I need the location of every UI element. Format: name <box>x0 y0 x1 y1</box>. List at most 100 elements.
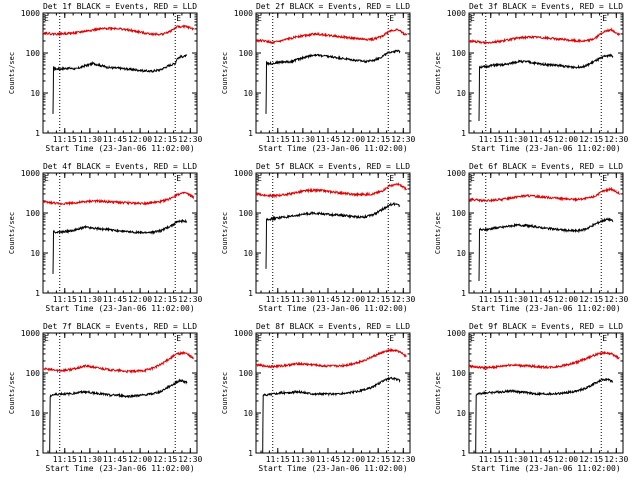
x-tick-label: 11:15 <box>479 135 503 144</box>
x-tick-label: 12:15 <box>153 295 177 304</box>
y-tick-label: 1000 <box>21 9 40 18</box>
x-tick-label: 12:00 <box>341 135 365 144</box>
events-series-line <box>265 201 401 269</box>
x-tick-label: 11:15 <box>53 135 77 144</box>
x-tick-label: 12:00 <box>128 295 152 304</box>
events-series-line <box>52 54 188 114</box>
x-tick-label: 12:15 <box>366 295 390 304</box>
event-marker-label: E <box>257 174 262 183</box>
x-tick-label: 12:30 <box>391 295 415 304</box>
x-tick-label: 12:00 <box>128 135 152 144</box>
event-marker-label: E <box>602 334 607 343</box>
lld-series-line <box>468 186 620 203</box>
chart-panel-7: Det 7f BLACK = Events, RED = LLD 1 10 100 10… <box>8 322 203 473</box>
x-tick-label: 11:45 <box>316 135 340 144</box>
x-tick-label: 11:45 <box>103 455 127 464</box>
x-tick-label: 11:15 <box>479 295 503 304</box>
x-axis-label: Start Time (23-Jan-06 11:02:00) <box>471 304 620 313</box>
x-tick-label: 12:15 <box>366 135 390 144</box>
y-axis-label: Counts/sec <box>221 212 229 254</box>
events-series-line <box>265 49 401 114</box>
y-tick-label: 1 <box>35 449 40 458</box>
chart-panel-8: Det 8f BLACK = Events, RED = LLD 1 10 100 10… <box>221 322 416 473</box>
panel-title: Det 5f BLACK = Events, RED = LLD <box>256 162 410 171</box>
chart-panel-2: Det 2f BLACK = Events, RED = LLD 1 10 100 10… <box>221 2 416 153</box>
lld-series-line <box>42 24 195 37</box>
events-series-line <box>49 378 188 454</box>
y-tick-label: 10 <box>30 89 40 98</box>
lld-series-line <box>255 182 408 199</box>
chart-panel-5: Det 5f BLACK = Events, RED = LLD 1 10 100 10… <box>221 162 416 313</box>
chart-panel-1: Det 1f BLACK = Events, RED = LLD 1 10 100 10… <box>8 2 203 153</box>
event-marker-label: E <box>602 174 607 183</box>
x-axis-label: Start Time (23-Jan-06 11:02:00) <box>45 464 194 473</box>
plot-frame <box>255 172 411 294</box>
y-tick-label: 10 <box>30 409 40 418</box>
plot-frame <box>42 332 198 454</box>
y-axis-label: Counts/sec <box>8 212 16 254</box>
y-tick-label: 1000 <box>21 329 40 338</box>
x-tick-label: 11:45 <box>103 295 127 304</box>
events-series-line <box>52 218 188 274</box>
x-tick-label: 12:15 <box>579 295 603 304</box>
chart-panel-4: Det 4f BLACK = Events, RED = LLD 1 10 100 10… <box>8 162 203 313</box>
x-tick-label: 12:00 <box>554 135 578 144</box>
y-axis-label: Counts/sec <box>221 372 229 414</box>
event-marker-label: E <box>176 174 181 183</box>
x-tick-label: 11:30 <box>291 295 315 304</box>
y-tick-label: 1000 <box>447 169 466 178</box>
x-tick-label: 11:15 <box>266 455 290 464</box>
event-marker-label: E <box>44 14 49 23</box>
y-tick-label: 100 <box>239 369 254 378</box>
x-tick-label: 11:30 <box>504 295 528 304</box>
x-tick-label: 12:30 <box>178 135 202 144</box>
x-axis-label: Start Time (23-Jan-06 11:02:00) <box>258 304 407 313</box>
y-tick-label: 1 <box>461 449 466 458</box>
plot-frame <box>255 12 411 134</box>
panel-title: Det 2f BLACK = Events, RED = LLD <box>256 2 410 11</box>
event-marker-label: E <box>257 14 262 23</box>
y-tick-label: 100 <box>452 49 467 58</box>
x-tick-label: 12:30 <box>178 295 202 304</box>
event-marker-label: E <box>176 334 181 343</box>
x-tick-label: 12:30 <box>604 295 628 304</box>
y-tick-label: 10 <box>243 89 253 98</box>
y-tick-label: 10 <box>456 409 466 418</box>
panel-title: Det 8f BLACK = Events, RED = LLD <box>256 322 410 331</box>
x-tick-label: 12:15 <box>153 455 177 464</box>
y-axis-label: Counts/sec <box>8 372 16 414</box>
x-tick-label: 11:45 <box>103 135 127 144</box>
y-tick-label: 1 <box>461 129 466 138</box>
y-tick-label: 1000 <box>21 169 40 178</box>
event-marker-label: E <box>470 334 475 343</box>
y-tick-label: 1 <box>248 289 253 298</box>
x-tick-label: 12:30 <box>604 455 628 464</box>
plot-frame <box>42 172 198 294</box>
y-tick-label: 1 <box>248 129 253 138</box>
y-tick-label: 100 <box>239 49 254 58</box>
x-tick-label: 11:15 <box>53 295 77 304</box>
x-axis-label: Start Time (23-Jan-06 11:02:00) <box>258 144 407 153</box>
plot-frame <box>468 332 624 454</box>
lld-series-line <box>468 27 621 45</box>
x-tick-label: 12:30 <box>178 455 202 464</box>
y-tick-label: 1 <box>461 289 466 298</box>
event-marker-label: E <box>389 14 394 23</box>
event-marker-label: E <box>602 14 607 23</box>
y-tick-label: 100 <box>239 209 254 218</box>
x-tick-label: 12:15 <box>579 455 603 464</box>
y-tick-label: 10 <box>243 249 253 258</box>
x-tick-label: 12:00 <box>554 295 578 304</box>
x-tick-label: 11:30 <box>504 455 528 464</box>
x-tick-label: 11:15 <box>479 455 503 464</box>
x-tick-label: 12:00 <box>341 455 365 464</box>
y-axis-label: Counts/sec <box>434 52 442 94</box>
plot-frame <box>468 172 624 294</box>
y-tick-label: 1000 <box>447 329 466 338</box>
x-tick-label: 11:45 <box>529 455 553 464</box>
x-tick-label: 11:30 <box>78 455 102 464</box>
event-marker-label: E <box>470 174 475 183</box>
y-tick-label: 1000 <box>234 329 253 338</box>
